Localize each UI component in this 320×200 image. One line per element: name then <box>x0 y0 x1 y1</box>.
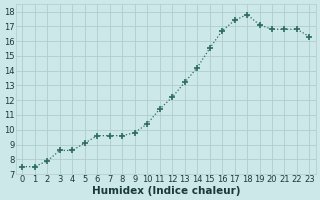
X-axis label: Humidex (Indice chaleur): Humidex (Indice chaleur) <box>92 186 240 196</box>
